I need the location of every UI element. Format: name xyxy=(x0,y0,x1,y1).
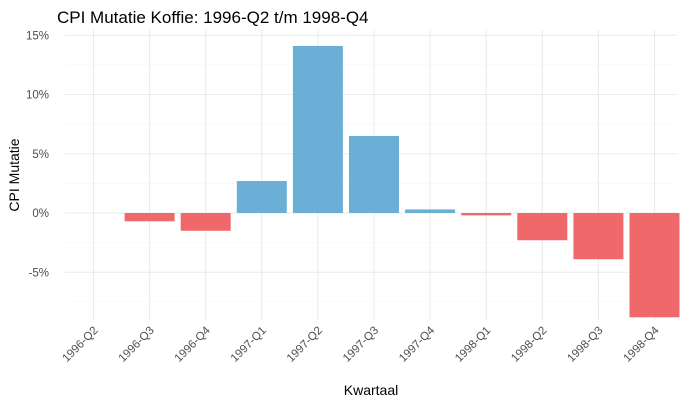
x-axis-title: Kwartaal xyxy=(344,382,398,398)
y-axis-title: CPI Mutatie xyxy=(6,138,22,211)
x-tick-label: 1998-Q2 xyxy=(509,325,549,365)
y-tick-label: -5% xyxy=(29,267,49,279)
x-tick-label: 1996-Q4 xyxy=(173,324,214,365)
y-tick-labels: -5% 0% 5% 10% 15% xyxy=(26,30,49,279)
y-tick-label: 15% xyxy=(26,30,49,42)
y-tick-label: 0% xyxy=(32,208,49,220)
bar-1998-Q1 xyxy=(461,213,512,216)
bar-1998-Q2 xyxy=(517,213,568,241)
bars-group xyxy=(124,45,680,318)
bar-1997-Q2 xyxy=(292,45,343,213)
bar-1997-Q4 xyxy=(405,209,456,213)
x-tick-label: 1997-Q4 xyxy=(397,324,438,365)
y-tick-label: 10% xyxy=(26,90,49,102)
bar-1998-Q4 xyxy=(629,213,680,318)
x-tick-labels: 1996-Q2 1996-Q3 1996-Q4 1997-Q1 1997-Q2 1997-… xyxy=(60,324,662,365)
x-tick-label: 1998-Q1 xyxy=(453,325,493,365)
bar-1997-Q1 xyxy=(236,181,287,213)
chart-title: CPI Mutatie Koffie: 1996-Q2 t/m 1998-Q4 xyxy=(57,8,369,27)
y-tick-label: 5% xyxy=(32,149,49,161)
x-tick-label: 1996-Q3 xyxy=(117,325,157,365)
x-tick-label: 1997-Q2 xyxy=(285,325,325,365)
bar-1998-Q3 xyxy=(573,213,624,260)
x-tick-label: 1997-Q1 xyxy=(229,325,269,365)
bar-1996-Q4 xyxy=(180,213,231,231)
x-tick-label: 1996-Q2 xyxy=(60,325,100,365)
x-tick-label: 1998-Q4 xyxy=(621,324,662,365)
bar-1996-Q3 xyxy=(124,213,175,222)
x-tick-label: 1997-Q3 xyxy=(341,325,381,365)
grid-lines xyxy=(65,30,677,320)
x-tick-label: 1998-Q3 xyxy=(565,325,605,365)
bar-1997-Q3 xyxy=(349,135,399,213)
